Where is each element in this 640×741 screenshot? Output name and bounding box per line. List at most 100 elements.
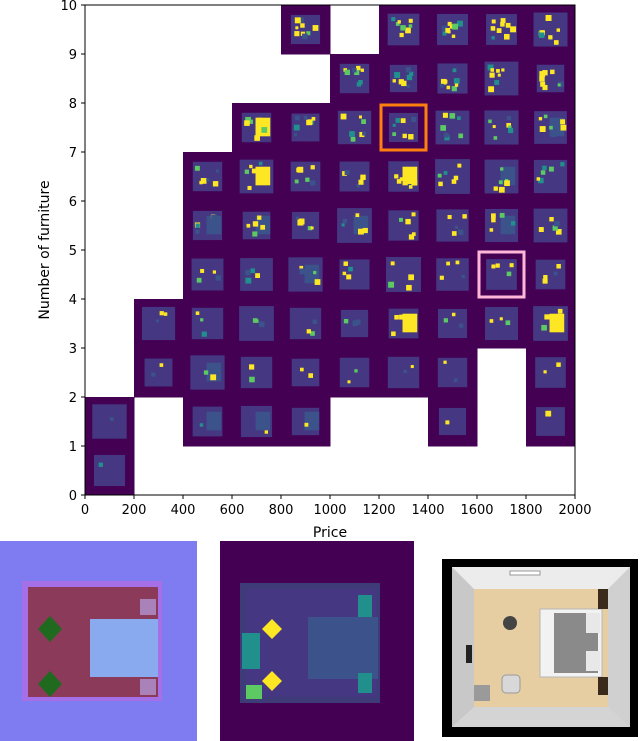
- furniture-mark: [349, 131, 355, 137]
- furniture-mark: [406, 284, 412, 291]
- furniture-mark: [457, 163, 462, 168]
- furniture-mark: [394, 314, 399, 320]
- furniture-mark: [408, 274, 415, 281]
- furniture-mark: [557, 83, 561, 87]
- furniture-mark: [509, 263, 514, 268]
- furniture-mark: [451, 179, 457, 184]
- furniture-block: [255, 411, 271, 431]
- furniture-mark: [462, 214, 467, 219]
- furniture-mark: [554, 220, 560, 227]
- furniture-mark: [302, 33, 308, 40]
- furniture-mark: [388, 281, 395, 288]
- furniture-mark: [560, 162, 565, 167]
- room-floor: [290, 161, 321, 192]
- furniture-mark: [293, 124, 300, 131]
- room-floor: [92, 404, 127, 439]
- furniture-mark: [548, 166, 554, 172]
- furniture-mark: [449, 24, 455, 29]
- furniture-mark: [246, 223, 251, 228]
- furniture-mark: [438, 181, 443, 187]
- furniture-mark: [443, 132, 449, 138]
- furniture-mark: [199, 423, 204, 427]
- furniture-mark: [195, 223, 200, 228]
- furniture-mark: [245, 116, 251, 123]
- furniture-mark: [354, 369, 358, 373]
- furniture-block: [206, 362, 222, 382]
- furniture-mark: [440, 125, 446, 131]
- highlights-layer: [379, 103, 526, 299]
- furniture-mark: [499, 317, 503, 321]
- highlight-box: [477, 250, 526, 299]
- furniture-mark: [490, 26, 496, 31]
- furniture-mark: [299, 268, 306, 275]
- furniture-mark: [555, 229, 562, 235]
- y-tick-label: 9: [69, 48, 77, 63]
- furniture-mark: [454, 83, 459, 87]
- x-tick-label: 200: [122, 503, 147, 518]
- furniture-mark: [249, 376, 255, 383]
- furniture-mark: [352, 320, 359, 327]
- x-axis: 0 200 400 600 800 1000 1200 1400 1600 1800 2000: [81, 495, 592, 518]
- furniture-mark: [356, 183, 360, 188]
- furniture-mark: [313, 270, 317, 275]
- furniture-mark: [487, 64, 494, 71]
- y-tick-label: 10: [60, 0, 77, 14]
- furniture-mark: [350, 136, 356, 142]
- furniture-mark: [408, 71, 414, 77]
- furniture-mark: [352, 68, 357, 73]
- furniture-mark: [397, 20, 401, 24]
- furniture-mark: [392, 132, 397, 136]
- furniture-block: [304, 411, 320, 431]
- furniture-mark: [344, 170, 350, 175]
- furniture-mark: [491, 217, 496, 223]
- furniture-mark: [342, 218, 348, 224]
- furniture-mark: [553, 40, 559, 45]
- highlight-box: [379, 103, 428, 152]
- furniture-mark: [300, 23, 305, 28]
- furniture-mark: [411, 116, 417, 123]
- y-tick-label: 3: [69, 342, 77, 357]
- furniture-mark: [452, 23, 459, 30]
- furniture-mark: [408, 18, 413, 23]
- furniture-mark: [538, 177, 544, 184]
- furniture-mark: [306, 119, 313, 126]
- room-floor: [484, 110, 519, 145]
- furniture-mark: [394, 72, 401, 79]
- furniture-mark: [543, 370, 547, 374]
- furniture-mark: [255, 174, 262, 181]
- furniture-mark: [294, 31, 300, 37]
- furniture-mark: [497, 73, 501, 77]
- furniture-mark: [446, 261, 450, 266]
- furniture-mark: [458, 133, 464, 139]
- furniture-mark: [295, 26, 299, 30]
- furniture-mark: [453, 378, 458, 383]
- furniture-mark: [310, 165, 315, 170]
- furniture-mark: [201, 331, 207, 337]
- furniture-mark: [244, 120, 250, 126]
- room-floor: [485, 307, 518, 340]
- furniture-mark: [443, 171, 448, 175]
- furniture-mark: [399, 217, 403, 222]
- furniture-mark: [500, 22, 505, 27]
- furniture-mark: [305, 177, 310, 182]
- x-tick-label: 800: [269, 503, 294, 518]
- furniture-mark: [200, 318, 204, 322]
- furniture-mark: [501, 68, 505, 72]
- furniture-mark: [361, 119, 366, 125]
- cells-layer: [85, 5, 576, 496]
- render-thumbnail: [442, 559, 638, 737]
- furniture-mark: [300, 367, 304, 372]
- furniture-mark: [538, 117, 543, 121]
- room-floor: [291, 358, 320, 387]
- furniture-mark: [340, 113, 347, 120]
- furniture-mark: [348, 266, 353, 272]
- furniture-mark: [538, 227, 544, 233]
- furniture-mark: [556, 264, 561, 269]
- furniture-block: [549, 313, 565, 333]
- furniture-mark: [508, 127, 514, 134]
- furniture-mark: [539, 126, 546, 132]
- furniture-mark: [457, 20, 463, 27]
- furniture-mark: [506, 115, 511, 121]
- furniture-mark: [399, 32, 404, 38]
- furniture-mark: [403, 369, 407, 374]
